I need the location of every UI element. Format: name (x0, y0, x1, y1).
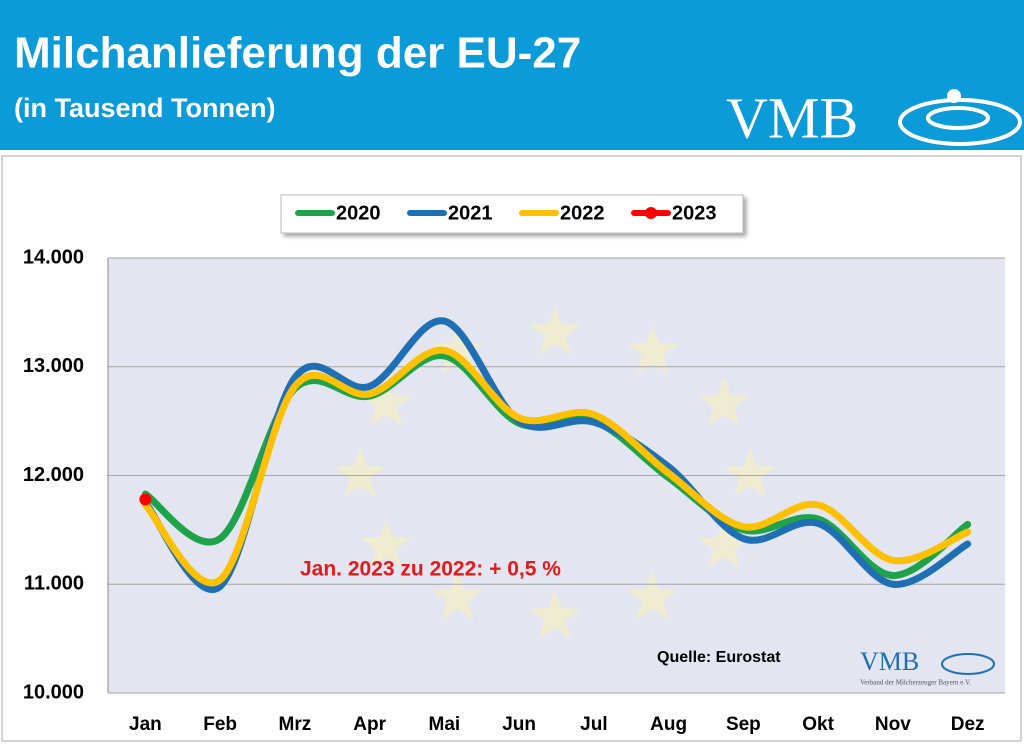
x-tick-label: Nov (875, 714, 911, 735)
legend-label: 2021 (448, 202, 493, 224)
y-tick-label: 11.000 (24, 573, 84, 595)
star (431, 571, 484, 620)
x-tick-label: Dez (951, 714, 985, 735)
x-tick-label: Sep (726, 714, 761, 735)
legend-label: 2023 (672, 202, 717, 224)
x-tick-label: Okt (802, 714, 834, 735)
legend-marker (645, 207, 657, 219)
star (360, 519, 412, 568)
star (626, 571, 679, 620)
logo-swirl (898, 89, 1022, 146)
annotation: Jan. 2023 zu 2022: + 0,5 % (300, 558, 561, 581)
star (529, 306, 581, 355)
y-tick-label: 12.000 (23, 464, 84, 486)
x-tick-label: Mrz (279, 714, 312, 735)
subtitle: (in Tausend Tonnen) (14, 93, 275, 123)
star (698, 519, 750, 568)
legend-label: 2020 (336, 202, 381, 224)
y-tick-label: 10.000 (23, 681, 84, 703)
watermark-org: Verband der Milcherzeuger Bayern e.V. (860, 679, 971, 687)
x-tick-label: Jul (580, 714, 607, 735)
star (626, 325, 679, 374)
x-tick-label: Aug (650, 714, 687, 735)
stars (334, 306, 776, 639)
source: Quelle: Eurostat (657, 649, 781, 666)
star (529, 590, 581, 639)
x-tick-label: Jan (129, 714, 162, 735)
series-line (141, 346, 972, 587)
x-tick-label: Feb (203, 714, 237, 735)
watermark-logo: VMB (860, 647, 919, 676)
title: Milchanlieferung der EU-27 (14, 29, 581, 78)
y-tick-label: 13.000 (23, 355, 84, 377)
series-point (139, 493, 152, 506)
star (431, 325, 484, 374)
x-tick-label: Apr (353, 714, 386, 735)
star (698, 377, 750, 426)
legend-label: 2022 (560, 202, 605, 224)
y-tick-label: 14.000 (23, 246, 84, 268)
header-band (0, 0, 1024, 150)
star (724, 448, 776, 497)
header-logo: VMB (726, 85, 858, 150)
watermark-swirl (941, 653, 995, 675)
x-tick-label: Mai (429, 714, 461, 735)
x-tick-label: Jun (502, 714, 536, 735)
star (360, 377, 412, 426)
star (334, 448, 386, 497)
